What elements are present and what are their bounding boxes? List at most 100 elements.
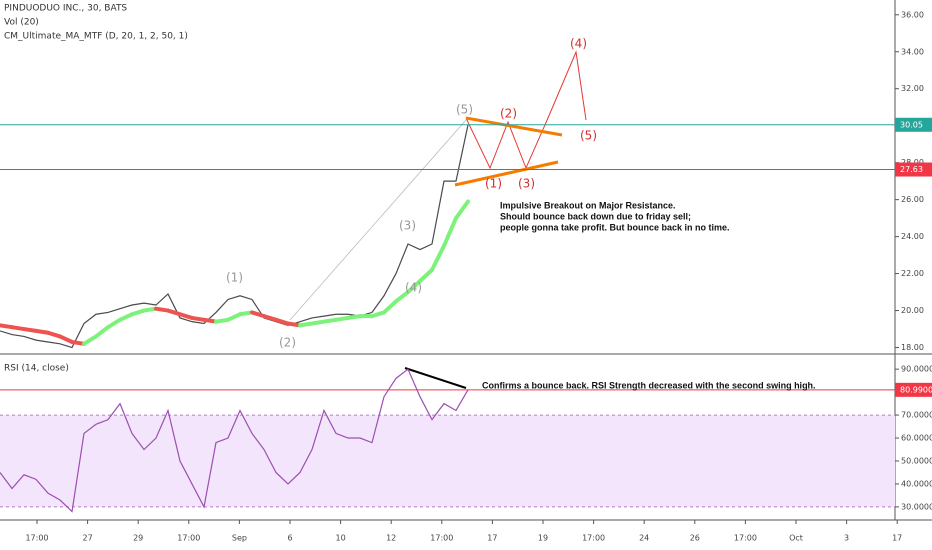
series-line <box>0 368 469 513</box>
annotation: Should bounce back down due to friday se… <box>500 211 691 221</box>
ma-segment <box>178 312 194 320</box>
y-tick-label: 40.0000 <box>901 479 932 488</box>
annotation: Impulsive Breakout on Major Resistance. <box>500 200 676 210</box>
ma-segment <box>118 312 134 322</box>
level-label: 80.9900 <box>900 385 932 394</box>
annotation: people gonna take profit. But bounce bac… <box>500 222 730 232</box>
ma-segment <box>22 327 38 333</box>
x-tick-label: 26 <box>690 534 700 543</box>
series-line <box>0 124 469 349</box>
wave-label: (3) <box>399 219 416 233</box>
ma-segment <box>262 314 278 322</box>
chart-title: PINDUODUO INC., 30, BATS <box>4 4 127 14</box>
ma-segment <box>190 315 206 322</box>
trendline <box>465 116 563 137</box>
wave-label: (4) <box>570 37 587 51</box>
wave-label: (1) <box>226 271 243 285</box>
y-tick-label: 26.00 <box>901 195 924 204</box>
x-tick-label: 17:00 <box>177 534 200 543</box>
ma-segment <box>442 216 458 248</box>
wave-label: (2) <box>500 107 517 121</box>
y-tick-label: 70.0000 <box>901 411 932 420</box>
x-tick-label: 12 <box>386 534 396 543</box>
y-tick-label: 60.0000 <box>901 434 932 443</box>
indicator-label: CM_Ultimate_MA_MTF (D, 20, 1, 2, 50, 1) <box>4 32 188 42</box>
level-tag <box>895 117 932 132</box>
ma-segment <box>214 317 230 324</box>
ma-segment <box>370 310 386 319</box>
y-tick-label: 90.0000 <box>901 365 932 374</box>
rsi-divergence-line <box>404 367 467 389</box>
wave-label: (2) <box>279 336 296 350</box>
ma-segment <box>346 314 362 320</box>
indicator-label: Vol (20) <box>4 18 39 28</box>
x-tick-label: 19 <box>538 534 548 543</box>
ma-segment <box>106 317 122 330</box>
rsi-band <box>0 415 895 507</box>
ma-segment <box>454 199 470 221</box>
ma-segment <box>418 267 434 283</box>
wave-label: (5) <box>580 129 597 143</box>
ma-segment <box>46 330 62 339</box>
y-tick-label: 24.00 <box>901 232 924 241</box>
ma-segment <box>226 312 242 322</box>
ma-segment <box>70 339 86 346</box>
ma-segment <box>298 321 314 328</box>
x-tick-label: 6 <box>287 534 292 543</box>
ma-segment <box>58 334 74 344</box>
x-tick-label: 17 <box>892 534 902 543</box>
ma-segment <box>166 308 182 317</box>
y-tick-label: 20.00 <box>901 306 924 315</box>
x-tick-label: 24 <box>639 534 649 543</box>
ma-segment <box>0 323 14 330</box>
ma-segment <box>250 310 266 319</box>
y-tick-label: 22.00 <box>901 269 924 278</box>
ma-segment <box>34 328 50 335</box>
rsi-title: RSI (14, close) <box>4 364 69 374</box>
x-tick-label: Sep <box>232 534 247 543</box>
y-tick-label: 50.0000 <box>901 456 932 465</box>
ma-segment <box>154 306 170 313</box>
wave-label: (4) <box>405 281 422 295</box>
y-tick-label: 32.00 <box>901 84 924 93</box>
ma-segment <box>286 321 302 328</box>
ma-segment <box>322 317 338 324</box>
x-tick-label: 17 <box>487 534 497 543</box>
trendline <box>454 160 559 187</box>
y-tick-label: 30.0000 <box>901 502 932 511</box>
x-tick-label: 29 <box>133 534 143 543</box>
ma-segment <box>430 243 446 272</box>
level-label: 27.63 <box>900 165 923 174</box>
ma-segment <box>394 290 410 304</box>
y-tick-label: 34.00 <box>901 47 924 56</box>
wave-label: (5) <box>456 103 473 117</box>
ma-segment <box>238 310 254 317</box>
ma-segment <box>94 325 110 339</box>
ma-segment <box>310 319 326 326</box>
ma-segment <box>10 325 26 332</box>
x-tick-label: 17:00 <box>25 534 48 543</box>
level-tag <box>895 162 932 177</box>
wave-label: (3) <box>518 177 535 191</box>
annotation: Confirms a bounce back. RSI Strength dec… <box>482 380 816 390</box>
level-label: 30.05 <box>900 120 923 129</box>
level-tag <box>895 382 932 397</box>
x-tick-label: 17:00 <box>734 534 757 543</box>
ma-segment <box>274 317 290 326</box>
y-tick-label: 18.00 <box>901 343 924 352</box>
ma-segment <box>82 334 98 346</box>
x-tick-label: 10 <box>336 534 346 543</box>
wave-label: (1) <box>485 177 502 191</box>
x-tick-label: 27 <box>83 534 93 543</box>
x-tick-label: Oct <box>789 534 803 543</box>
drawing-line <box>289 119 467 321</box>
x-tick-label: 3 <box>844 534 849 543</box>
ma-segment <box>130 308 146 317</box>
x-tick-label: 17:00 <box>430 534 453 543</box>
ma-segment <box>406 278 422 295</box>
ma-segment <box>334 315 350 322</box>
y-tick-label: 36.00 <box>901 10 924 19</box>
ma-segment <box>382 299 398 315</box>
ma-segment <box>202 317 218 324</box>
